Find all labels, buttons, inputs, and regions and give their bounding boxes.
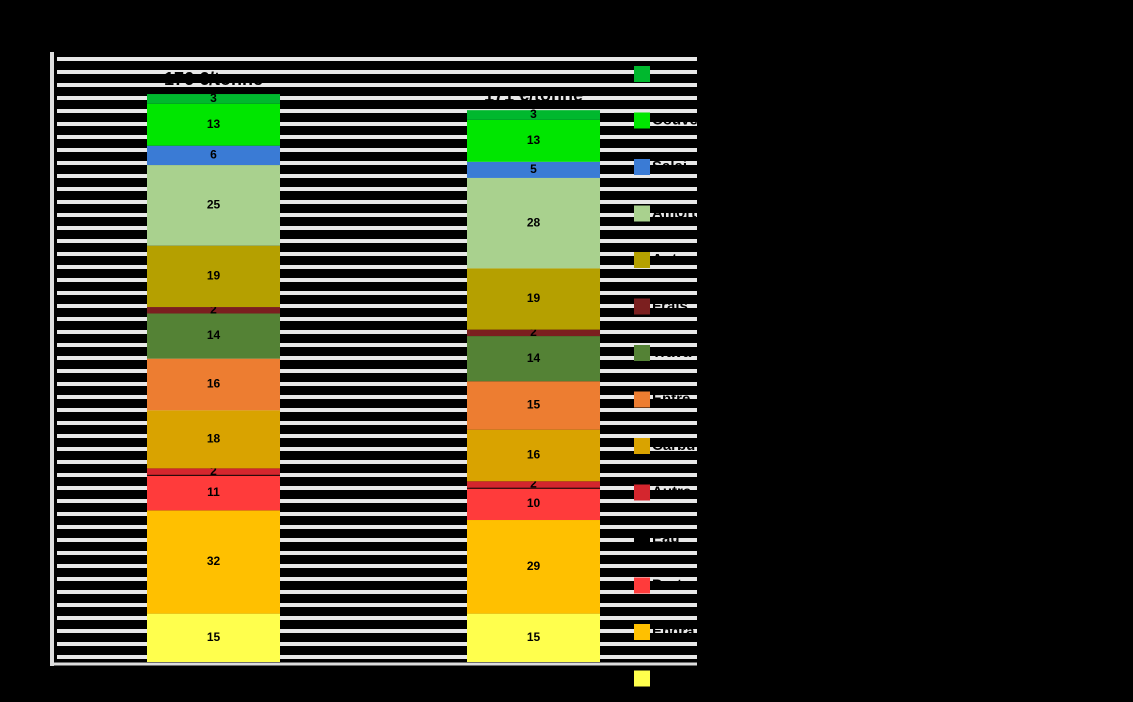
legend-label: Frais xyxy=(652,297,688,314)
legend-label: Amort xyxy=(652,204,696,221)
segment-label: 13 xyxy=(527,133,541,147)
segment-label: 13 xyxy=(207,117,221,131)
bar-segment xyxy=(147,510,280,614)
segment-label: 2 xyxy=(530,477,537,491)
bar-segment xyxy=(147,613,280,662)
legend-label: Carbu xyxy=(652,437,695,454)
legend-marker xyxy=(634,577,650,594)
legend-label: Engra xyxy=(652,623,695,640)
bar-segment xyxy=(467,487,600,521)
legend-label: Salai xyxy=(652,158,687,175)
segment-label: 16 xyxy=(527,448,541,462)
bar-segment xyxy=(467,613,600,662)
bar-total-label: 171 €/tonne xyxy=(484,85,583,105)
bar-total-label: 176 €/tonne xyxy=(164,69,263,89)
segment-label: 3 xyxy=(210,91,217,105)
bar-segment xyxy=(467,336,600,382)
legend-label: Prote xyxy=(652,576,690,593)
legend-label: Trava xyxy=(652,344,692,361)
bar-segment xyxy=(147,358,280,411)
segment-label: 10 xyxy=(527,496,541,510)
bar-segment xyxy=(467,329,600,337)
legend-marker xyxy=(634,345,650,361)
bar-segment xyxy=(467,481,600,488)
segment-label: 2 xyxy=(210,464,217,478)
legend-label: Eau xyxy=(652,530,680,547)
segment-label: 15 xyxy=(527,398,541,412)
bar-segment xyxy=(147,468,280,475)
legend-marker xyxy=(634,298,650,315)
bar-segment xyxy=(467,520,600,614)
segment-label: 29 xyxy=(527,559,541,573)
bar-segment xyxy=(147,474,280,511)
segment-label: 14 xyxy=(527,351,541,365)
segment-label: 32 xyxy=(207,554,221,568)
segment-label: 3 xyxy=(530,107,537,121)
bar-segment xyxy=(467,119,600,162)
bar-segment xyxy=(467,161,600,178)
segment-label: 28 xyxy=(527,215,541,229)
legend-label: Couve xyxy=(652,111,698,128)
bar-segment xyxy=(147,313,280,359)
bar-segment xyxy=(147,145,280,166)
legend-label: Autre xyxy=(652,483,691,500)
legend-marker xyxy=(634,438,650,454)
legend-marker xyxy=(634,66,650,82)
segment-label: 15 xyxy=(207,630,221,644)
bar-segment xyxy=(147,245,280,308)
legend-marker xyxy=(634,159,650,175)
segment-label: 19 xyxy=(527,291,541,305)
segment-label: 6 xyxy=(210,148,217,162)
legend-marker xyxy=(634,391,650,408)
bar-segment xyxy=(467,268,600,330)
bar-segment xyxy=(147,410,280,469)
segment-label: 19 xyxy=(207,269,221,283)
bar-segment xyxy=(467,381,600,430)
segment-label: 11 xyxy=(207,485,220,499)
segment-label: 2 xyxy=(210,302,217,316)
legend-marker xyxy=(634,484,650,501)
legend: Couve Salai Amort Autre Frais Trava Entre Carbu… xyxy=(634,66,698,687)
segment-label: 5 xyxy=(530,162,537,176)
bar-segment xyxy=(467,429,600,482)
segment-label: 18 xyxy=(207,432,221,446)
segment-label: 15 xyxy=(527,630,541,644)
bar-segment xyxy=(467,177,600,269)
bar-segment xyxy=(147,94,280,104)
segment-label: 14 xyxy=(207,328,221,342)
legend-label: Autre xyxy=(652,251,691,268)
legend-marker xyxy=(634,624,650,640)
legend-marker xyxy=(634,252,650,268)
bar-segment xyxy=(147,103,280,146)
bar-segment xyxy=(467,110,600,120)
legend-marker xyxy=(634,670,650,687)
legend-label: Entre xyxy=(652,390,690,407)
bar-segment xyxy=(147,165,280,246)
segment-label: 2 xyxy=(530,325,537,339)
legend-marker xyxy=(634,205,650,222)
bar-segment xyxy=(147,307,280,314)
segment-label: 25 xyxy=(207,198,221,212)
segment-label: 16 xyxy=(207,377,221,391)
legend-marker xyxy=(634,531,650,547)
legend-marker xyxy=(634,112,650,129)
